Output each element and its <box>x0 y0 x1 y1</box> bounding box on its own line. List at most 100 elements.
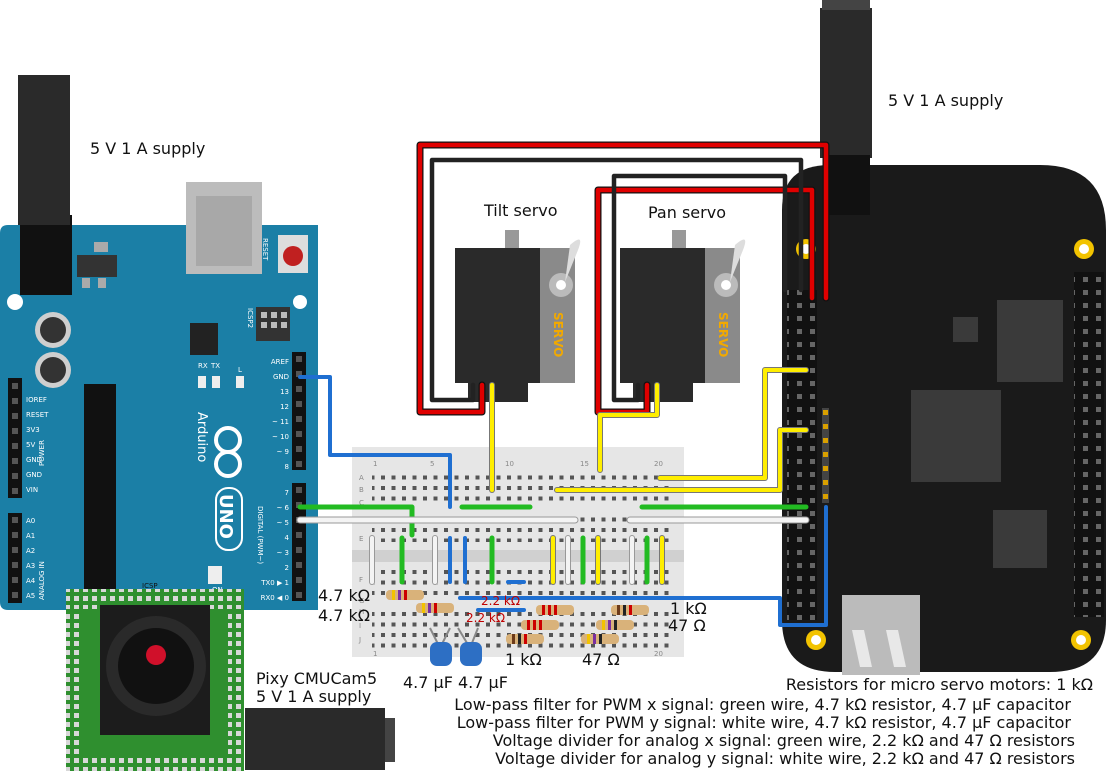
pin-5v-label: 5V <box>26 441 35 449</box>
pin-gnd-label: GND <box>273 373 289 381</box>
pin-9-label: ~ 9 <box>276 448 289 456</box>
col-15-label: 15 <box>580 460 589 468</box>
pin-aref-label: AREF <box>271 358 289 366</box>
bbb-header-p8 <box>1074 272 1104 617</box>
yellow-wire-bbb-1 <box>555 428 808 492</box>
row-h-label: H <box>359 608 364 616</box>
pin-12-label: 12 <box>280 403 289 411</box>
digital-header-high <box>292 352 306 470</box>
pan-servo-black-wire <box>611 173 788 403</box>
tilt-servo-red-wire <box>417 142 829 415</box>
rx-led-label: RX <box>198 362 208 370</box>
capacitors <box>429 627 482 666</box>
digital-header-low <box>292 483 306 601</box>
capacitor-label-1: 4.7 µF <box>403 673 453 692</box>
arduino-logo-icon <box>214 426 242 478</box>
left-power-plug <box>18 75 70 285</box>
resistor-47-label-right: 47 Ω <box>668 616 706 635</box>
note-divider-y: Voltage divider for analog y signal: whi… <box>495 749 1075 768</box>
tilt-servo-label: Tilt servo <box>483 201 558 220</box>
capacitor-label-2: 4.7 µF <box>458 673 508 692</box>
pin-tx-label: TX0 ▶ 1 <box>260 579 289 587</box>
pixy-power-plug <box>245 708 395 770</box>
pixy-name-label: Pixy CMUCam5 <box>256 669 377 688</box>
pin-a3-label: A3 <box>26 562 35 570</box>
pan-servo-mark: SERVO <box>716 312 730 357</box>
pin-11-label: ~ 11 <box>272 418 289 426</box>
resistor-47k-label-2: 4.7 kΩ <box>318 606 370 625</box>
arduino-label: Arduino <box>194 412 209 462</box>
resistor-22k-label-2: 2.2 kΩ <box>466 611 505 625</box>
power-header <box>8 378 22 498</box>
pin-reset-label: RESET <box>26 411 49 419</box>
pin-3-label: ~ 3 <box>276 549 289 557</box>
tx-led-label: TX <box>210 362 220 370</box>
pin-gnd1-label: GND <box>26 456 42 464</box>
pin-a5-label: A5 <box>26 592 35 600</box>
pin-a4-label: A4 <box>26 577 36 585</box>
bbb-header-p9 <box>787 290 817 620</box>
digital-label: DIGITAL (PWM~) <box>256 506 264 564</box>
pin-a2-label: A2 <box>26 547 35 555</box>
resistor-1k-label-right: 1 kΩ <box>670 599 707 618</box>
pan-servo: SERVO <box>620 230 746 402</box>
pin-4-label: 4 <box>285 534 290 542</box>
note-lowpass-y: Low-pass filter for PWM y signal: white … <box>457 713 1072 732</box>
note-divider-x: Voltage divider for analog x signal: gre… <box>493 731 1075 750</box>
bbb-processor <box>997 300 1063 382</box>
pin-vin-label: VIN <box>26 486 38 494</box>
beaglebone-board <box>782 165 1106 675</box>
notes-block: Resistors for micro servo motors: 1 kΩ L… <box>454 675 1093 768</box>
col-5-label: 5 <box>430 460 434 468</box>
icsp2-label: ICSP2 <box>246 308 254 328</box>
right-supply-label: 5 V 1 A supply <box>888 91 1003 110</box>
row-f-label: F <box>359 576 363 584</box>
pixy-camera: ICSP <box>66 582 244 771</box>
col-10-label: 10 <box>505 460 514 468</box>
resistor-22k-label-1: 2.2 kΩ <box>481 594 520 608</box>
l-led-label: L <box>238 366 242 374</box>
tilt-servo-black-wire <box>429 157 804 403</box>
pin-3v3-label: 3V3 <box>26 426 40 434</box>
pan-servo-red-wire <box>595 187 815 415</box>
pin-rx-label: RX0 ◀ 0 <box>261 594 289 602</box>
pan-signal-wire <box>598 383 659 472</box>
yellow-wire-bbb-2 <box>658 368 808 480</box>
tilt-servo: SERVO <box>455 230 581 402</box>
row-g-label: G <box>359 597 364 605</box>
col-1-label: 1 <box>373 460 377 468</box>
uno-label: UNO <box>215 494 236 539</box>
pin-a0-label: A0 <box>26 517 35 525</box>
wires <box>296 141 830 627</box>
row-b-label: B <box>359 486 364 494</box>
atmega-chip <box>84 384 116 610</box>
note-lowpass-x: Low-pass filter for PWM x signal: green … <box>454 695 1071 714</box>
arduino-uno-board: RESET ICSP2 RX TX L Arduino UNO ON DIGIT… <box>0 182 318 610</box>
blue-ground-wire <box>298 375 452 509</box>
capacitor-1-icon <box>430 642 452 666</box>
pixy-supply-label: 5 V 1 A supply <box>256 687 371 706</box>
pin-8-label: 8 <box>285 463 289 471</box>
pin-ioref-label: IOREF <box>26 396 47 404</box>
row-c-label: C <box>359 499 364 507</box>
pin-a1-label: A1 <box>26 532 35 540</box>
reset-label: RESET <box>261 238 269 261</box>
icsp-label: ICSP <box>142 582 158 590</box>
pin-13-label: 13 <box>280 388 289 396</box>
row-j-label: J <box>358 636 361 644</box>
row-e-label: E <box>359 535 363 543</box>
pin-7-label: 7 <box>285 489 289 497</box>
blue-ground-wire-bbb <box>458 505 828 627</box>
pin-2-label: 2 <box>285 564 289 572</box>
col-1-bottom-label: 1 <box>373 650 377 658</box>
col-20-bottom-label: 20 <box>654 650 663 658</box>
resistor-47-label-bottom: 47 Ω <box>582 650 620 669</box>
resistor-47k-label-1: 4.7 kΩ <box>318 586 370 605</box>
note-servo-resistors: Resistors for micro servo motors: 1 kΩ <box>786 675 1093 694</box>
resistor-1k-label-bottom: 1 kΩ <box>505 650 542 669</box>
power-label: POWER <box>38 440 46 466</box>
row-i-label: I <box>359 622 361 630</box>
row-a-label: A <box>359 474 364 482</box>
capacitor-2-icon <box>460 642 482 666</box>
left-supply-label: 5 V 1 A supply <box>90 139 205 158</box>
